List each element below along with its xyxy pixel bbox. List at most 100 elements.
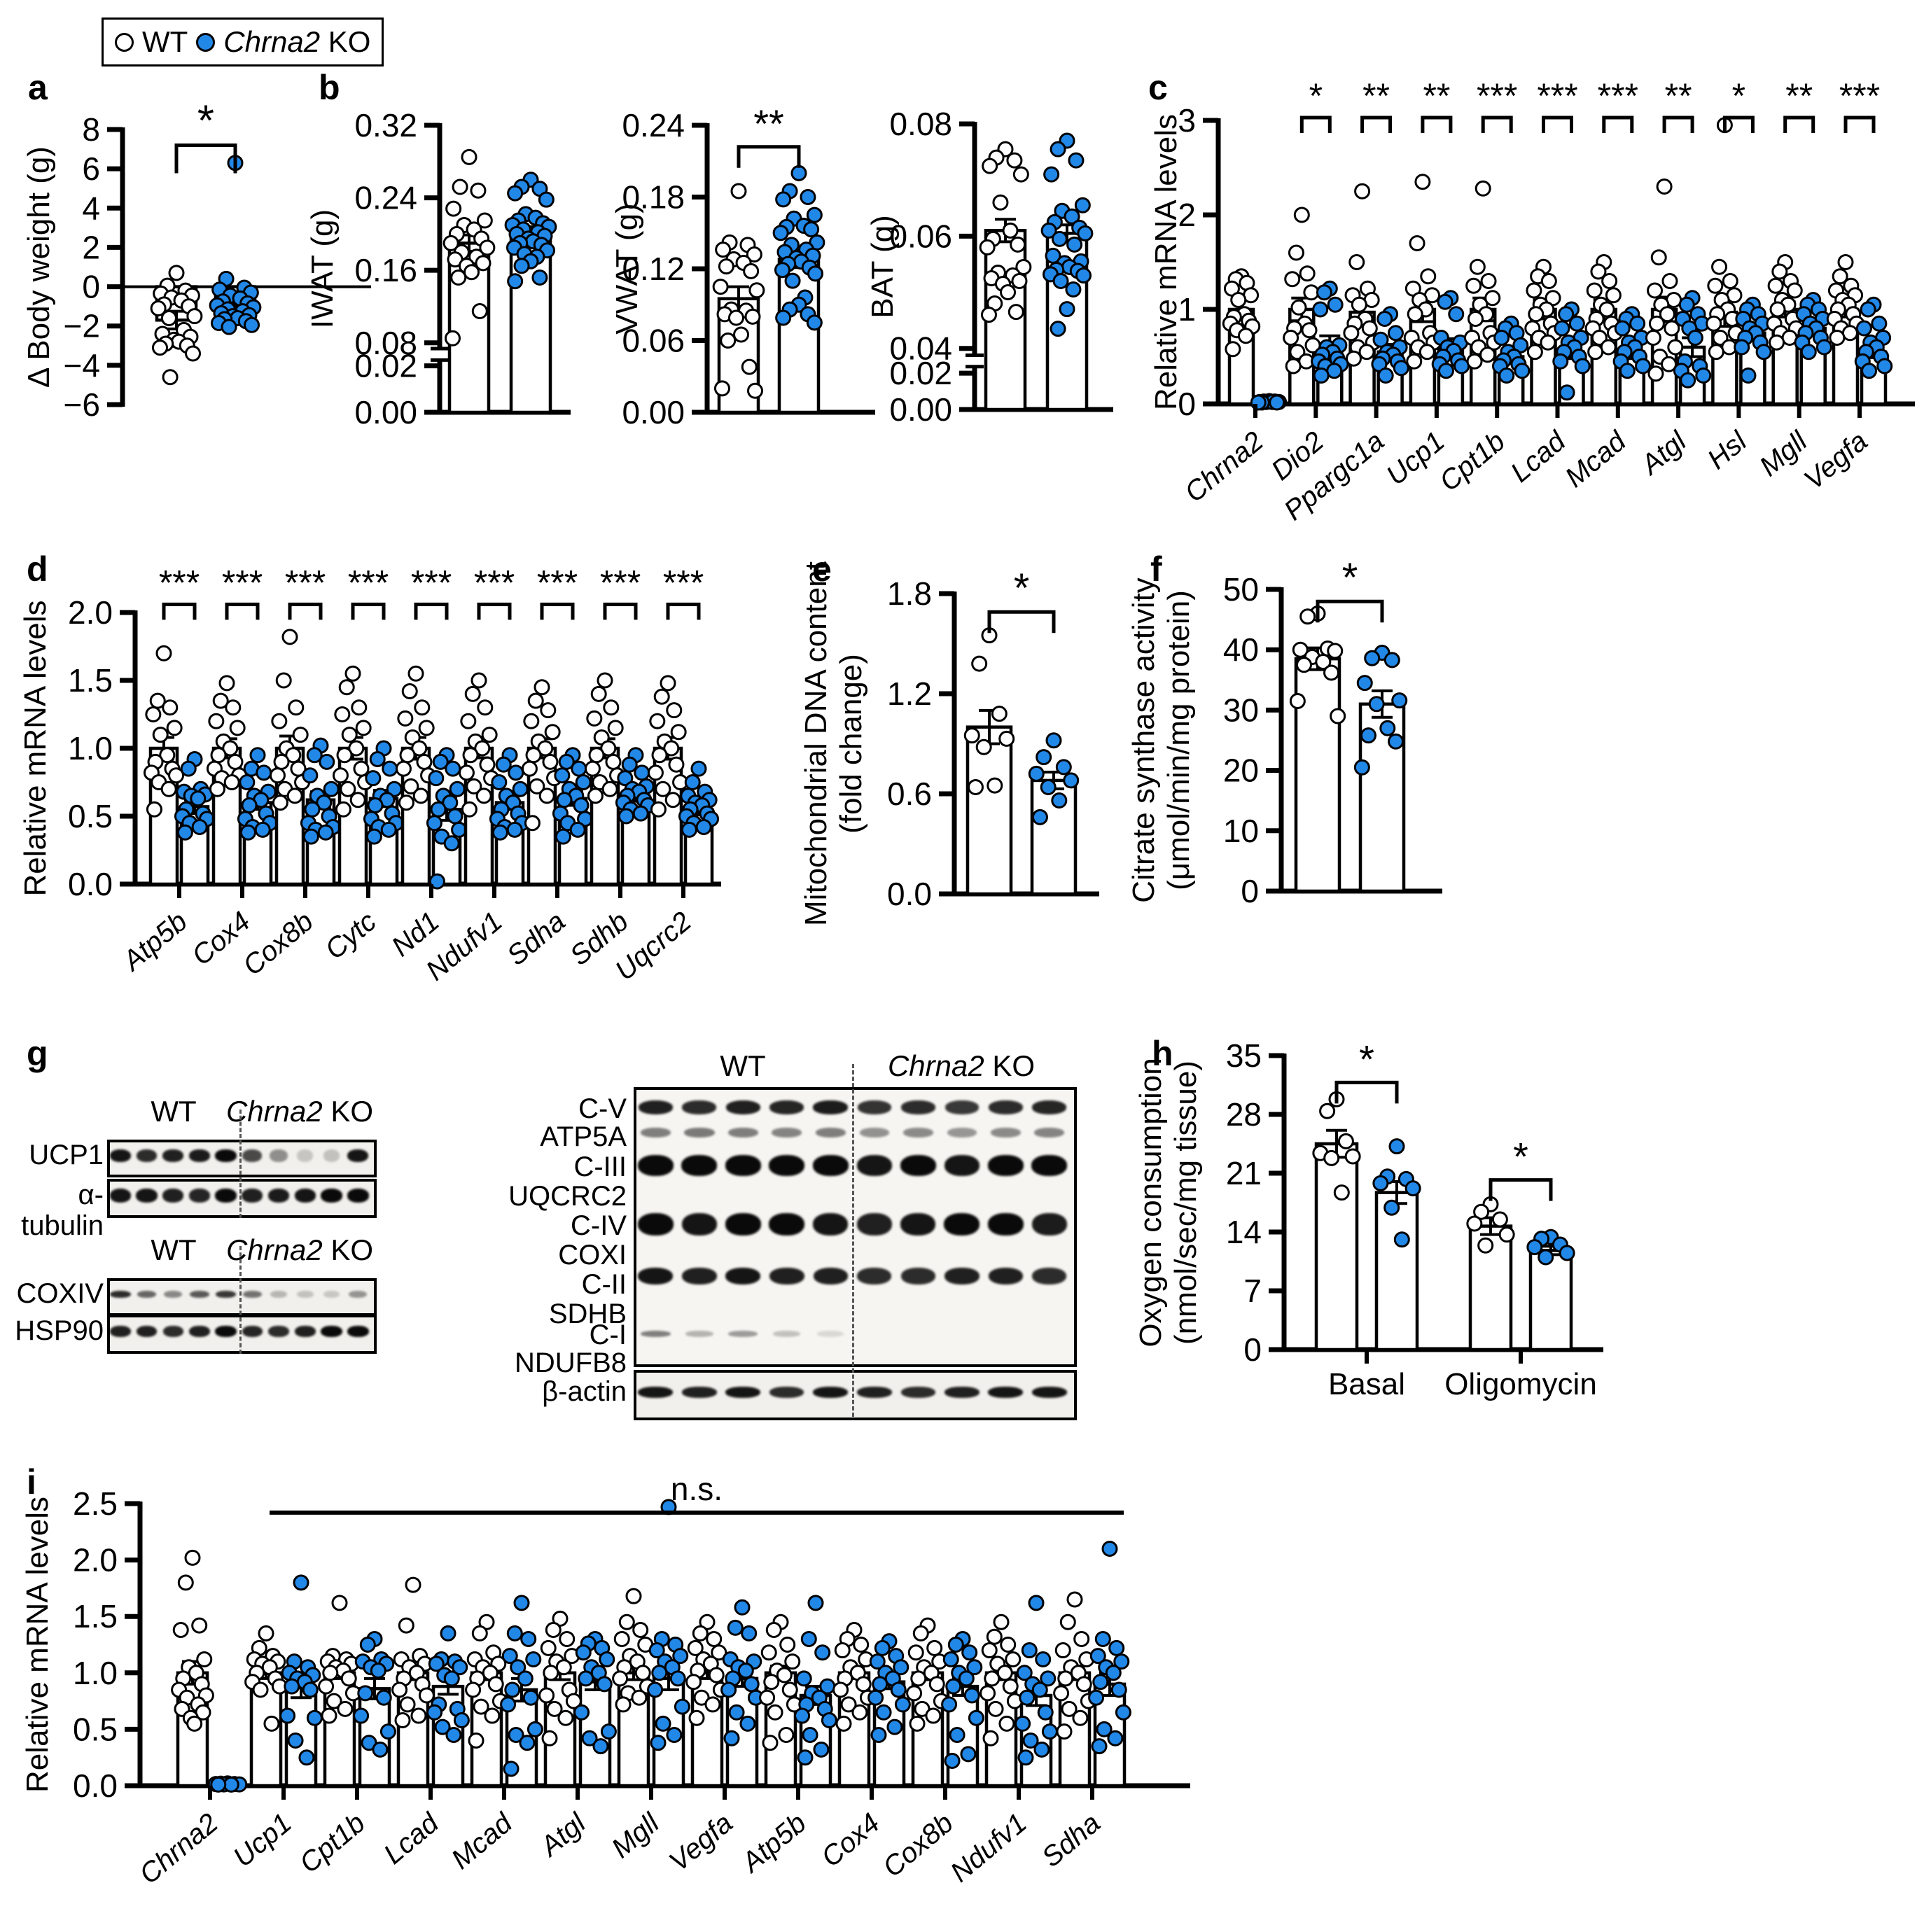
point-ko bbox=[870, 1726, 887, 1743]
legend-ko-gene: Chrna2 bbox=[223, 25, 321, 58]
point-ko bbox=[1388, 1138, 1405, 1155]
sig-bracket bbox=[351, 602, 386, 620]
point-ko bbox=[556, 792, 573, 808]
point-ko bbox=[1391, 692, 1408, 709]
panel-c-mrna-chart: Relative mRNA levels3210Chrna2*Dio2**Ppa… bbox=[1149, 76, 1915, 526]
point-ko bbox=[1108, 1639, 1125, 1656]
point-ko bbox=[1021, 1642, 1038, 1659]
point-ko bbox=[239, 824, 256, 841]
point-wt bbox=[1420, 268, 1437, 285]
blot-band bbox=[900, 1387, 935, 1398]
point-ko bbox=[621, 756, 638, 773]
point-ko bbox=[1096, 1721, 1113, 1737]
point-wt bbox=[225, 699, 242, 716]
point-ko bbox=[681, 821, 697, 838]
point-wt bbox=[971, 655, 988, 672]
sig-bracket bbox=[1662, 115, 1694, 133]
point-ko bbox=[617, 770, 634, 787]
point-wt bbox=[412, 788, 429, 804]
point-wt bbox=[1289, 692, 1306, 709]
point-wt bbox=[655, 780, 671, 797]
point-wt bbox=[632, 1622, 649, 1639]
point-wt bbox=[741, 358, 758, 375]
x-label: Cox8b bbox=[237, 906, 319, 981]
y-tick-label: 1.5 bbox=[73, 1598, 118, 1634]
y-tick-label: 21 bbox=[1226, 1155, 1262, 1191]
point-wt bbox=[471, 1625, 488, 1642]
panel-f-citrate-synthase-chart: Citrate synthase activity (μmol/min/mg pr… bbox=[1127, 555, 1442, 909]
sig-stars: *** bbox=[285, 563, 326, 602]
point-wt bbox=[1707, 277, 1724, 294]
point-wt bbox=[218, 675, 235, 692]
panel-letter-d: d bbox=[27, 550, 48, 589]
point-ko bbox=[1050, 321, 1066, 337]
point-wt bbox=[992, 194, 1009, 211]
point-ko bbox=[1036, 749, 1052, 766]
blot-header-wt: WT bbox=[720, 1049, 766, 1082]
point-wt bbox=[525, 747, 542, 764]
point-wt bbox=[832, 1681, 849, 1698]
point-ko bbox=[961, 1644, 978, 1661]
point-ko bbox=[517, 1670, 534, 1687]
blot-band bbox=[321, 1189, 342, 1203]
sig-bracket bbox=[1722, 115, 1755, 133]
point-wt bbox=[1406, 353, 1423, 370]
point-ko bbox=[452, 1659, 468, 1676]
y-axis-label: Relative mRNA levels bbox=[20, 1497, 55, 1793]
point-ko bbox=[254, 821, 271, 838]
point-wt bbox=[1587, 344, 1604, 360]
point-wt bbox=[1008, 304, 1024, 321]
point-ko bbox=[1538, 1249, 1554, 1266]
y-tick-label: 2 bbox=[82, 229, 100, 265]
point-wt bbox=[743, 262, 760, 279]
sig-stars: *** bbox=[222, 563, 263, 602]
point-wt bbox=[730, 183, 747, 200]
blot-band bbox=[215, 1149, 237, 1162]
point-wt bbox=[1711, 258, 1728, 275]
point-ko bbox=[1066, 236, 1083, 253]
point-ko bbox=[720, 1681, 737, 1698]
panel-d-mrna-chart: Relative mRNA levels 2.0 1.5 1.0 0.5 0.0 *** At… bbox=[18, 563, 721, 986]
point-ko bbox=[867, 1689, 884, 1706]
y-axis-label: Relative mRNA levels bbox=[18, 600, 53, 896]
point-wt bbox=[1333, 1184, 1350, 1201]
point-wt bbox=[1467, 311, 1484, 327]
blot-band bbox=[900, 1100, 935, 1115]
point-ko bbox=[743, 1676, 760, 1693]
point-wt bbox=[706, 1630, 723, 1647]
point-wt bbox=[926, 1639, 943, 1656]
point-wt bbox=[912, 1625, 929, 1642]
point-wt bbox=[776, 1667, 793, 1684]
point-ko bbox=[507, 273, 524, 290]
blot-band bbox=[769, 1213, 805, 1236]
point-ko bbox=[893, 1659, 909, 1676]
blot-header-ko: Chrna2 KO bbox=[225, 1095, 374, 1128]
point-wt bbox=[651, 747, 668, 764]
point-wt bbox=[1656, 178, 1673, 195]
x-label: Basal bbox=[1328, 1367, 1405, 1401]
point-ko bbox=[1051, 792, 1068, 809]
blot-divider bbox=[239, 1110, 242, 1218]
point-ko bbox=[600, 1723, 617, 1740]
sig-bracket bbox=[477, 602, 512, 620]
point-wt bbox=[685, 1674, 702, 1690]
sig-bracket bbox=[666, 602, 701, 620]
blot-band bbox=[682, 1100, 717, 1115]
point-ko bbox=[814, 1644, 831, 1661]
point-wt bbox=[1418, 344, 1435, 360]
point-ko bbox=[379, 1723, 396, 1740]
point-ko bbox=[1619, 363, 1636, 379]
point-ko bbox=[1052, 272, 1069, 289]
point-wt bbox=[763, 1674, 780, 1690]
point-wt bbox=[479, 756, 496, 773]
point-ko bbox=[821, 1712, 837, 1729]
point-wt bbox=[1295, 657, 1312, 673]
point-ko bbox=[684, 774, 701, 790]
point-wt bbox=[1586, 282, 1603, 299]
point-wt bbox=[465, 1681, 482, 1698]
y-tick-label: 2.0 bbox=[68, 594, 113, 631]
blot-band bbox=[944, 1154, 980, 1176]
point-ko bbox=[599, 1651, 615, 1667]
point-ko bbox=[519, 1735, 536, 1751]
legend: WT Chrna2 KO bbox=[102, 18, 384, 66]
